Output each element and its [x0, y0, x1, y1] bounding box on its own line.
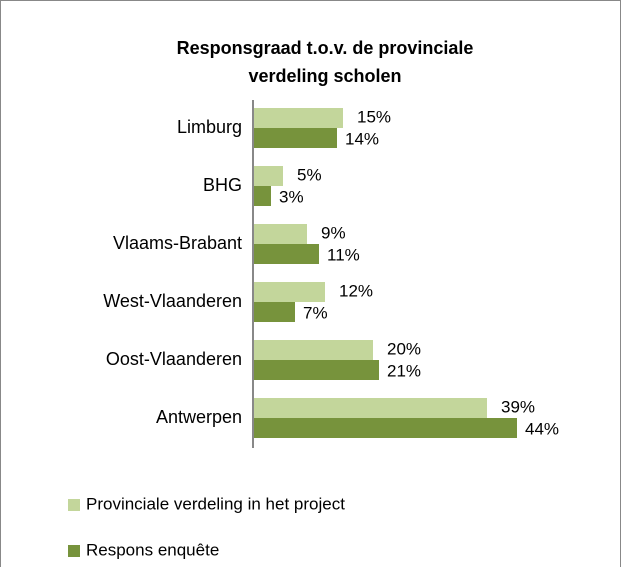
category-label: Limburg: [177, 117, 242, 137]
category-label: Antwerpen: [156, 407, 242, 427]
data-label: 21%: [387, 361, 421, 380]
data-label: 44%: [525, 419, 559, 438]
category-label: BHG: [203, 175, 242, 195]
data-label: 15%: [357, 107, 391, 126]
bar: [253, 224, 307, 244]
bar: [253, 166, 283, 186]
bar: [253, 282, 325, 302]
data-label: 3%: [279, 187, 304, 206]
bar: [253, 360, 379, 380]
bar: [253, 186, 271, 206]
category-label: Vlaams-Brabant: [113, 233, 242, 253]
chart-title: Responsgraad t.o.v. de provinciale verde…: [176, 38, 474, 86]
data-label: 12%: [339, 281, 373, 300]
data-label: 5%: [297, 165, 322, 184]
bar: [253, 108, 343, 128]
data-label: 14%: [345, 129, 379, 148]
category-label: Oost-Vlaanderen: [106, 349, 242, 369]
data-label: 39%: [501, 397, 535, 416]
bar: [253, 398, 487, 418]
data-label: 9%: [321, 223, 346, 242]
data-label: 11%: [327, 245, 360, 264]
bar: [253, 340, 373, 360]
legend-label: Provinciale verdeling in het project: [86, 494, 345, 513]
category-label: West-Vlaanderen: [103, 291, 242, 311]
bar: [253, 302, 295, 322]
data-label: 7%: [303, 303, 328, 322]
data-label: 20%: [387, 339, 421, 358]
bar: [253, 244, 319, 264]
bar: [253, 128, 337, 148]
legend-swatch: [68, 499, 80, 511]
legend-swatch: [68, 545, 80, 557]
legend-label: Respons enquête: [86, 540, 219, 559]
bar: [253, 418, 517, 438]
